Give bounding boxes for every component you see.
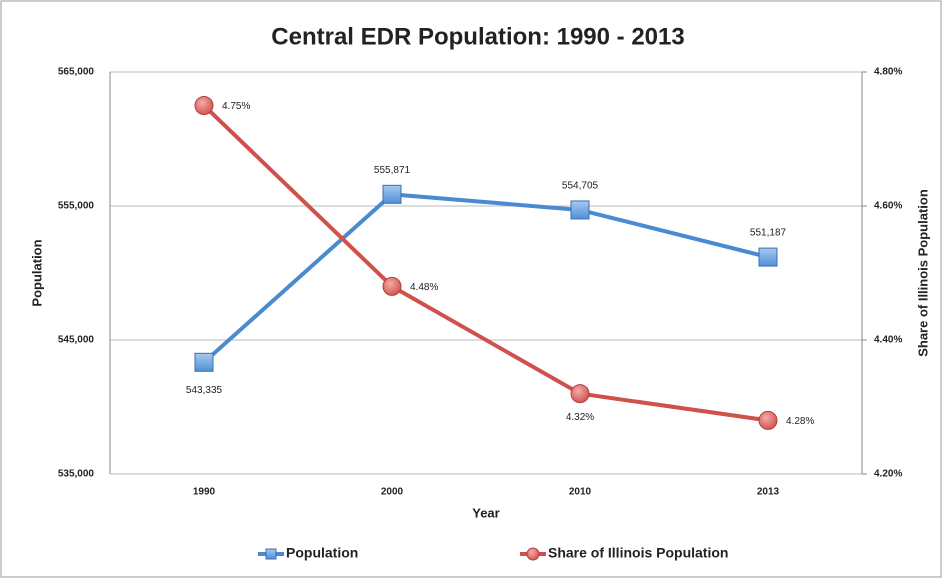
y-tick-label: 565,000 xyxy=(58,67,95,78)
x-axis-title: Year xyxy=(472,505,499,520)
data-label: 4.28% xyxy=(786,416,814,427)
x-tick-label: 1990 xyxy=(193,487,216,498)
data-label: 4.32% xyxy=(566,412,594,423)
x-tick-label: 2010 xyxy=(569,487,592,498)
marker xyxy=(570,200,590,220)
legend-label: Share of Illinois Population xyxy=(548,545,728,561)
series-line xyxy=(202,104,769,423)
data-label: 4.75% xyxy=(222,101,250,112)
marker xyxy=(758,410,778,430)
y2-tick-label: 4.80% xyxy=(874,67,902,78)
chart-title: Central EDR Population: 1990 - 2013 xyxy=(271,23,684,50)
data-label: 4.48% xyxy=(410,282,438,293)
y-tick-label: 535,000 xyxy=(58,469,95,480)
marker xyxy=(194,352,214,372)
y-tick-label: 545,000 xyxy=(58,335,95,346)
legend-label: Population xyxy=(286,545,358,561)
y2-tick-label: 4.60% xyxy=(874,201,902,212)
legend-marker xyxy=(265,548,277,560)
marker xyxy=(194,96,214,115)
marker xyxy=(570,384,590,404)
data-label: 555,871 xyxy=(374,165,411,176)
data-label: 554,705 xyxy=(562,181,599,192)
series-line xyxy=(202,192,769,364)
data-label: 543,335 xyxy=(186,385,223,396)
y2-axis-title: Share of Illinois Population xyxy=(915,189,930,357)
x-tick-label: 2013 xyxy=(757,487,780,498)
marker xyxy=(758,247,778,267)
marker xyxy=(382,184,402,204)
marker xyxy=(382,276,402,296)
legend-marker xyxy=(526,547,540,561)
x-tick-label: 2000 xyxy=(381,487,404,498)
y-axis-title: Population xyxy=(29,239,44,306)
y2-tick-label: 4.20% xyxy=(874,469,902,480)
y2-tick-label: 4.40% xyxy=(874,335,902,346)
y-tick-label: 555,000 xyxy=(58,201,95,212)
data-label: 551,187 xyxy=(750,228,787,239)
